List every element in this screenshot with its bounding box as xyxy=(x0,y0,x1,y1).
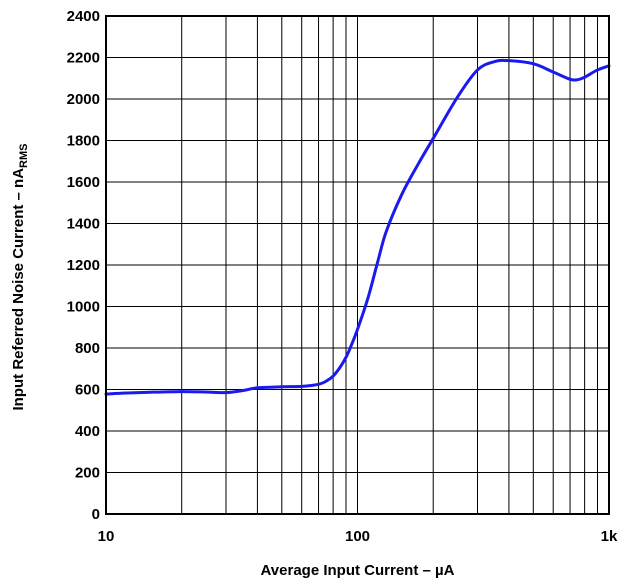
y-axis-label-main: Input Referred Noise Current – nA xyxy=(10,168,27,411)
series-line xyxy=(104,58,611,396)
series-curves xyxy=(104,58,611,396)
y-tick-label: 200 xyxy=(75,465,100,482)
y-tick-label: 2200 xyxy=(67,50,100,67)
x-tick-label: 1k xyxy=(601,528,618,545)
grid-lines xyxy=(106,16,609,514)
x-tick-label: 100 xyxy=(345,528,370,545)
y-axis-label-subscript: RMS xyxy=(18,144,30,168)
y-tick-label: 0 xyxy=(92,506,100,523)
x-axis-label: Average Input Current – µA xyxy=(261,562,455,579)
y-axis-label: Input Referred Noise Current – nARMS xyxy=(10,144,30,411)
y-tick-label: 2000 xyxy=(67,91,100,108)
plot-frame xyxy=(105,15,610,515)
y-tick-label: 2400 xyxy=(67,8,100,25)
y-tick-label: 1600 xyxy=(67,174,100,191)
y-tick-label: 1800 xyxy=(67,133,100,150)
y-tick-label: 600 xyxy=(75,382,100,399)
x-tick-label: 10 xyxy=(98,528,115,545)
y-tick-label: 800 xyxy=(75,340,100,357)
y-tick-label: 400 xyxy=(75,423,100,440)
x-tick-labels: 10 100 1k xyxy=(98,528,618,545)
y-tick-labels: 0 200 400 600 800 1000 1200 1400 1600 1800 2000 220… xyxy=(67,8,100,523)
y-tick-label: 1000 xyxy=(67,299,100,316)
y-tick-label: 1200 xyxy=(67,257,100,274)
y-tick-label: 1400 xyxy=(67,216,100,233)
